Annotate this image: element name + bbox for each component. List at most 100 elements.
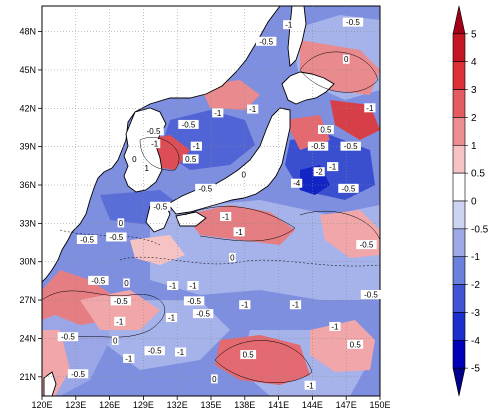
lat-tick-label: 30N — [19, 257, 36, 267]
contour-label-bg — [318, 125, 334, 135]
contour-label: -1 — [329, 163, 337, 172]
contour-label-bg — [229, 252, 236, 262]
lon-tick-label: 150E — [369, 400, 390, 408]
contour-label: 0.5 — [350, 340, 362, 349]
contour-label: -1 — [241, 301, 249, 310]
contour-label: -1 — [193, 142, 201, 151]
contour-label: -1 — [249, 105, 257, 114]
contour-label: 0.5 — [320, 126, 332, 135]
contour-label-bg — [356, 240, 377, 250]
contour-label: -1 — [116, 317, 124, 326]
colorbar-tick-label: -4 — [471, 336, 480, 347]
colorbar-swatch — [452, 312, 466, 341]
contour-label: -1 — [307, 381, 315, 390]
contour-label: -0.5 — [346, 18, 360, 27]
contour-label: -0.5 — [153, 202, 167, 211]
contour-label-bg — [143, 163, 151, 173]
lon-tick-label: 132E — [167, 400, 188, 408]
contour-label-bg — [167, 281, 179, 291]
contour-label-bg — [110, 296, 132, 306]
contour-label: -1 — [236, 228, 244, 237]
contour-label-bg — [187, 281, 199, 291]
contour-label-bg — [239, 300, 251, 310]
contour-label: 0.5 — [185, 155, 197, 164]
contour-label: -1 — [366, 104, 374, 113]
colorbar-swatch — [452, 33, 466, 63]
contour-label: -1 — [169, 282, 177, 291]
contour-label-bg — [347, 339, 364, 349]
contour-label: -1 — [285, 21, 293, 30]
contour-label-bg — [131, 154, 138, 164]
contour-label: 0 — [124, 279, 129, 288]
contour-label-bg — [247, 104, 259, 114]
contour-label: -1 — [292, 301, 300, 310]
contour-label: -0.5 — [364, 290, 378, 299]
contour-label: 0 — [241, 170, 246, 179]
colorbar-tick-label: 0.5 — [471, 169, 485, 180]
contour-label: 0 — [344, 55, 349, 64]
contour-label-bg — [291, 178, 303, 188]
contour-label: -1 — [331, 322, 339, 331]
honshu-island — [167, 107, 291, 215]
lat-tick-label: 21N — [19, 372, 36, 382]
colorbar-tick-label: 5 — [471, 29, 477, 40]
contour-label: -0.5 — [342, 184, 356, 193]
colorbar-swatch — [452, 89, 466, 118]
contour-label: -1 — [177, 348, 185, 357]
latitude-axis: 48N 45N 42N 39N 36N 33N 30N 27N 24N 21N — [19, 27, 42, 382]
longitude-axis: 120E 123E 126E 129E 132E 135E 138E 141E 144E 147E… — [31, 396, 391, 408]
positive-anomaly-region — [185, 205, 295, 245]
contour-label-bg — [67, 369, 89, 379]
lon-tick-label: 120E — [31, 400, 52, 408]
colorbar-swatch — [452, 339, 466, 369]
colorbar-tick-label: 4 — [471, 57, 477, 68]
lon-tick-label: 144E — [302, 400, 323, 408]
contour-label-bg — [329, 321, 341, 331]
colorbar: 5 4 3 2 1 0.5 0 -0.5 -1 -2 -3 -4 -5 — [452, 5, 489, 397]
contour-label-bg — [144, 346, 165, 356]
contour-label-bg — [211, 374, 218, 384]
contour-label: -1 — [151, 140, 159, 149]
positive-anomaly-region — [130, 235, 185, 265]
contour-label-bg — [123, 278, 130, 288]
colorbar-swatch — [452, 284, 466, 313]
colorbar-swatch — [452, 200, 466, 230]
contour-label: -0.5 — [80, 236, 94, 245]
positive-anomaly-region — [285, 115, 330, 150]
colorbar-tick-label: -2 — [471, 280, 480, 291]
contour-label-bg — [340, 141, 361, 151]
lat-tick-label: 48N — [19, 27, 36, 37]
colorbar-swatch — [452, 61, 466, 90]
hokkaido-island — [281, 71, 335, 105]
contour-label-bg — [342, 54, 350, 64]
colorbar-tick-label: 2 — [471, 113, 477, 124]
contour-label-bg — [117, 218, 125, 228]
contour-label-bg — [190, 141, 202, 151]
contour-label: -4 — [293, 179, 301, 188]
lon-tick-label: 129E — [133, 400, 154, 408]
contour-label-bg — [183, 296, 205, 306]
contour-label-bg — [307, 141, 329, 151]
shikoku-island — [175, 211, 207, 227]
contour-label-bg — [195, 183, 216, 193]
contour-label-bg — [364, 103, 376, 113]
contour-label-bg — [76, 235, 98, 244]
contour-label: -0.5 — [259, 37, 273, 46]
contour-label: 0 — [132, 155, 137, 164]
contour-labels: -0.5 -0.5 -0.5 -0.5 -1 -1 -1 -1 -0.5 -0.5 0.5 1 -0.5… — [57, 17, 382, 390]
contour-label-bg — [174, 347, 187, 357]
contour-label: -0.5 — [114, 297, 128, 306]
colorbar-swatch — [452, 144, 466, 174]
taiwan-island — [43, 371, 57, 396]
contour-label: -0.5 — [196, 310, 210, 319]
contour-label-bg — [165, 313, 178, 322]
contour-label: -0.5 — [91, 276, 105, 285]
lon-tick-label: 123E — [65, 400, 86, 408]
contour-label: -2 — [316, 168, 324, 177]
colorbar-tick-label: -3 — [471, 308, 480, 319]
contour-label: -1 — [214, 109, 222, 118]
contour-label-bg — [111, 336, 119, 346]
contour-label-bg — [212, 108, 224, 118]
lon-tick-label: 126E — [99, 400, 120, 408]
contour-label: -0.5 — [148, 347, 162, 356]
